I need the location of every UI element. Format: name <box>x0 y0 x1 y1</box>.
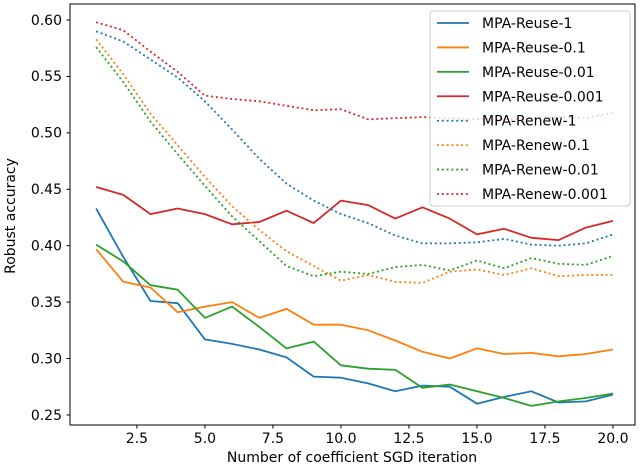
legend-label: MPA-Renew-0.1 <box>482 138 590 154</box>
series-line-mpa-renew-1 <box>95 30 614 247</box>
x-tick-label: 5.0 <box>194 431 216 447</box>
series-line-mpa-reuse-0.001 <box>95 186 614 242</box>
x-axis-label: Number of coefficient SGD iteration <box>227 450 477 466</box>
legend: MPA-Reuse-1 MPA-Reuse-0.1 MPA-Reuse-0.01 MP… <box>429 10 631 207</box>
x-tick-label: 20.0 <box>597 431 628 447</box>
series-line-mpa-reuse-1 <box>95 208 614 405</box>
legend-label: MPA-Reuse-0.001 <box>482 89 604 105</box>
series-line-mpa-reuse-0.1 <box>95 248 614 360</box>
y-tick-label: 0.60 <box>31 13 62 29</box>
legend-label: MPA-Renew-1 <box>482 114 577 130</box>
legend-label: MPA-Reuse-0.1 <box>482 40 586 56</box>
series-line-mpa-renew-0.1 <box>95 38 613 284</box>
y-tick-label: 0.25 <box>31 408 62 424</box>
x-tick-label: 15.0 <box>461 431 492 447</box>
y-axis-label: Robust accuracy <box>3 158 19 274</box>
legend-label: MPA-Reuse-1 <box>482 16 572 32</box>
x-tick-label: 17.5 <box>529 431 560 447</box>
series-line-mpa-reuse-0.01 <box>95 243 614 407</box>
y-tick-label: 0.50 <box>31 126 62 142</box>
axis-ticks: 2.5 5.0 7.5 10.0 12.5 15.0 17.5 20.0 0.25 0.30 0.3… <box>31 13 629 447</box>
y-tick-label: 0.35 <box>31 295 62 311</box>
data-series <box>95 21 614 407</box>
plot-frame <box>69 3 636 426</box>
legend-label: MPA-Renew-0.001 <box>482 187 608 203</box>
x-tick-label: 2.5 <box>126 431 148 447</box>
legend-label: MPA-Reuse-0.01 <box>482 65 595 81</box>
y-tick-label: 0.45 <box>31 182 62 198</box>
x-tick-label: 12.5 <box>393 431 424 447</box>
y-tick-label: 0.30 <box>31 351 62 367</box>
y-tick-label: 0.55 <box>31 69 62 85</box>
legend-label: MPA-Renew-0.01 <box>482 163 599 179</box>
x-tick-label: 7.5 <box>262 431 284 447</box>
legend-box <box>429 10 631 207</box>
series-line-mpa-renew-0.01 <box>95 46 614 278</box>
y-tick-label: 0.40 <box>31 238 62 254</box>
x-tick-label: 10.0 <box>325 431 356 447</box>
